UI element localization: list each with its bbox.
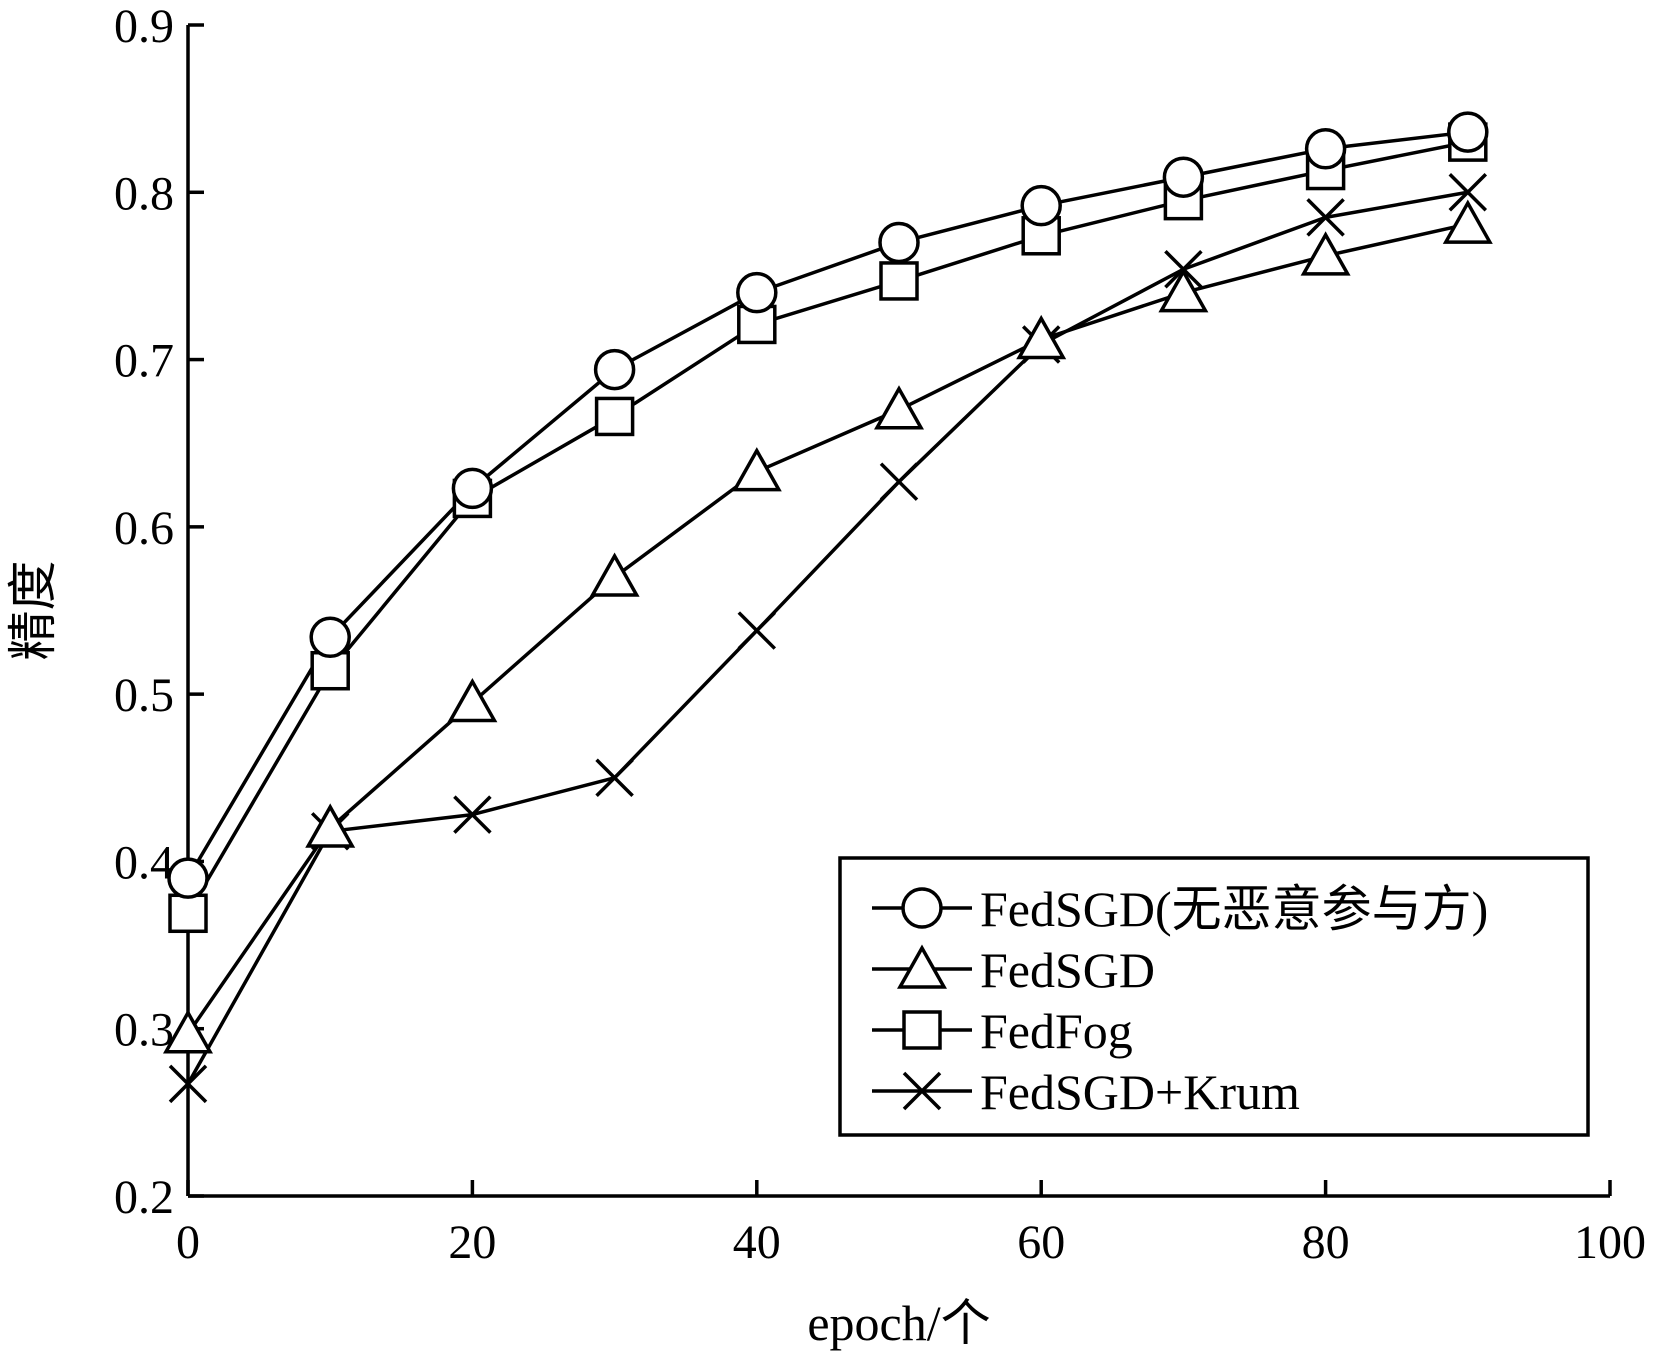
x-tick-label: 40 xyxy=(733,1216,781,1269)
data-point-triangle xyxy=(1442,199,1493,244)
legend-entry: FedFog xyxy=(872,1003,1133,1059)
data-point-triangle xyxy=(1158,268,1209,313)
data-point-circle xyxy=(1447,111,1489,153)
y-tick-label: 0.3 xyxy=(114,1004,174,1057)
data-point-circle xyxy=(451,467,494,510)
series-line-circle xyxy=(186,130,1469,880)
legend-label: FedSGD(无恶意参与方) xyxy=(980,881,1488,937)
x-tick-label: 60 xyxy=(1017,1216,1065,1269)
legend-marker-circle xyxy=(901,887,943,929)
data-point-circle xyxy=(878,221,920,264)
data-point-square xyxy=(168,893,208,934)
legend-marker-square xyxy=(902,1010,942,1050)
y-tick-label: 0.7 xyxy=(114,335,174,388)
data-point-x xyxy=(595,758,634,798)
data-point-triangle xyxy=(589,552,640,597)
legend-label: FedFog xyxy=(980,1003,1133,1059)
data-point-triangle xyxy=(447,677,498,723)
y-tick-label: 0.6 xyxy=(114,502,174,555)
data-point-circle xyxy=(167,857,209,899)
data-point-x xyxy=(1448,173,1488,212)
data-point-circle xyxy=(1020,184,1062,227)
data-point-circle xyxy=(1162,156,1205,198)
series-group xyxy=(163,111,1493,1104)
data-point-x xyxy=(737,611,777,650)
series-line-triangle xyxy=(186,222,1469,1035)
y-tick-label: 0.5 xyxy=(114,669,174,722)
data-point-square xyxy=(879,261,919,301)
data-point-x xyxy=(879,462,919,501)
y-tick-label: 0.4 xyxy=(114,836,174,889)
legend-label: FedSGD+Krum xyxy=(980,1064,1300,1120)
legend-box xyxy=(838,856,1590,1137)
data-point-x xyxy=(168,1064,208,1104)
series-line-x xyxy=(186,190,1469,1085)
data-point-triangle xyxy=(1016,314,1067,360)
data-point-triangle xyxy=(731,447,782,492)
data-point-circle xyxy=(309,616,351,659)
data-point-triangle xyxy=(163,1009,213,1054)
x-axis-label: epoch/个 xyxy=(807,1295,990,1351)
y-tick-label: 0.8 xyxy=(114,167,174,220)
data-point-circle xyxy=(736,271,778,314)
data-point-x xyxy=(453,795,492,834)
legend-label: FedSGD xyxy=(980,942,1155,998)
y-tick-label: 0.9 xyxy=(114,0,174,53)
legend-marker-x xyxy=(902,1071,942,1111)
data-point-circle xyxy=(593,348,636,391)
axes: 0 20 40 60 80 100 0.2 0.3 0.4 0.5 0.6 0.7 0.8 0.9 epoc… xyxy=(5,0,1646,1351)
x-tick-label: 20 xyxy=(448,1216,496,1269)
legend-marker-triangle xyxy=(897,944,947,989)
data-point-triangle xyxy=(1300,231,1351,276)
legend-entry: FedSGD xyxy=(872,942,1155,998)
data-point-square xyxy=(594,396,635,437)
data-point-x xyxy=(1306,198,1345,237)
data-point-square xyxy=(310,650,350,691)
x-tick-label: 80 xyxy=(1302,1216,1350,1269)
y-tick-label: 0.2 xyxy=(114,1171,174,1224)
x-tick-label: 0 xyxy=(176,1216,200,1269)
x-tick-label: 100 xyxy=(1574,1216,1646,1269)
legend-entry: FedSGD(无恶意参与方) xyxy=(872,881,1488,937)
y-axis-label: 精度 xyxy=(5,561,61,661)
data-point-circle xyxy=(1304,128,1347,170)
data-point-triangle xyxy=(874,385,924,430)
legend-entry: FedSGD+Krum xyxy=(872,1064,1300,1120)
data-point-triangle xyxy=(305,803,356,848)
series-line-square xyxy=(186,140,1469,915)
